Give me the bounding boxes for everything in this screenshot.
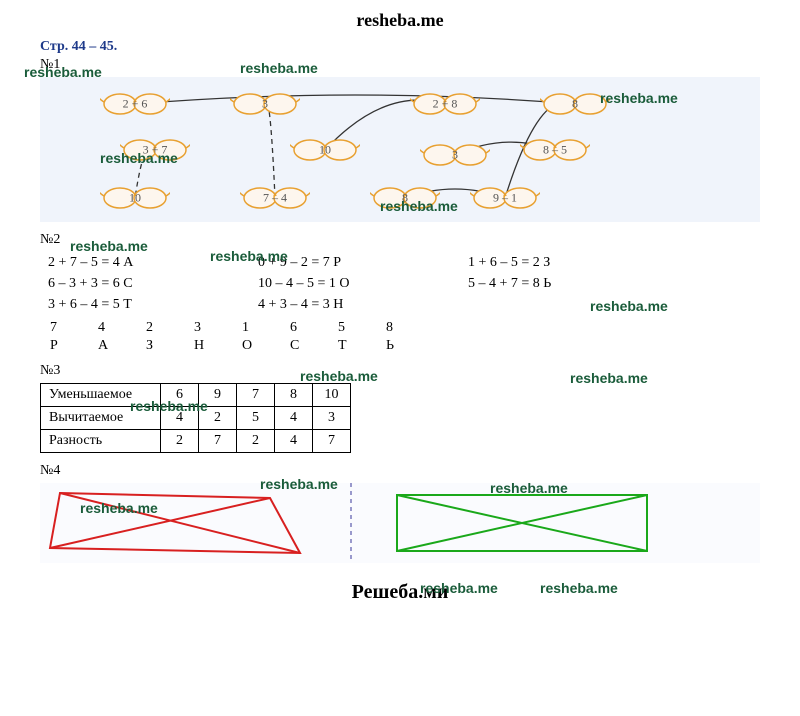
equation: 6 – 3 + 3 = 6 С [48,273,188,294]
equation [468,294,608,315]
table-cell: 2 [161,430,199,453]
glasses-label: 2 + 6 [123,97,148,112]
glasses-item: 8 [370,185,440,211]
page-title: Стр. 44 – 45. [40,39,760,55]
section-4-label: №4 [40,463,760,479]
table-row: Разность27247 [41,430,351,453]
glasses-item: 10 [290,137,360,163]
table-row: Уменьшаемое697810 [41,384,351,407]
table-cell: 6 [161,384,199,407]
glasses-item: 10 [100,185,170,211]
glasses-label: 8 [572,97,578,112]
shapes-row [40,483,760,563]
glasses-label: 3 [262,97,268,112]
glasses-label: 7 – 4 [263,191,287,206]
site-footer: Решеба.ми [40,581,760,604]
row-label: Вычитаемое [41,407,161,430]
table-cell: 2 [199,407,237,430]
shape-divider [350,483,352,563]
table-cell: 2 [237,430,275,453]
row-label: Разность [41,430,161,453]
section-3-content: Уменьшаемое697810Вычитаемое42543Разность… [40,383,760,453]
table-cell: 7 [199,430,237,453]
glasses-item: 7 – 4 [240,185,310,211]
table-row: Вычитаемое42543 [41,407,351,430]
glasses-label: 10 [319,143,331,158]
result-col: 4А [98,319,110,355]
result-col: 1О [242,319,254,355]
result-col: 6С [290,319,302,355]
section-3-label: №3 [40,363,760,379]
table-cell: 4 [275,407,313,430]
glasses-item: 3 [230,91,300,117]
glasses-item: 2 + 6 [100,91,170,117]
section-2-content: 2 + 7 – 5 = 4 А 0 + 9 – 2 = 7 Р 1 + 6 – 5 … [40,252,760,355]
glasses-area: 2 + 6 3 2 + 8 8 3 + 7 10 3 [40,77,760,222]
table-cell: 4 [161,407,199,430]
result-col: 8Ь [386,319,398,355]
equation: 2 + 7 – 5 = 4 А [48,252,188,273]
shape-rectangle [382,483,662,563]
glasses-label: 2 + 8 [433,97,458,112]
equation: 4 + 3 – 4 = 3 Н [258,294,398,315]
table-cell: 10 [313,384,351,407]
result-col: 3Н [194,319,206,355]
table-cell: 4 [275,430,313,453]
site-header: resheba.me [40,10,760,31]
glasses-item: 9 – 1 [470,185,540,211]
table-cell: 8 [275,384,313,407]
table-cell: 3 [313,407,351,430]
row-label: Уменьшаемое [41,384,161,407]
equation: 3 + 6 – 4 = 5 Т [48,294,188,315]
glasses-label: 8 – 5 [543,143,567,158]
glasses-item: 3 [420,142,490,168]
glasses-item: 3 + 7 [120,137,190,163]
result-grid: 7Р 4А 2З 3Н 1О 6С 5Т 8Ь [48,319,760,355]
result-col: 7Р [50,319,62,355]
equation: 0 + 9 – 2 = 7 Р [258,252,398,273]
equation: 10 – 4 – 5 = 1 О [258,273,398,294]
glasses-item: 8 [540,91,610,117]
result-col: 2З [146,319,158,355]
glasses-label: 9 – 1 [493,191,517,206]
glasses-item: 8 – 5 [520,137,590,163]
glasses-item: 2 + 8 [410,91,480,117]
equation: 1 + 6 – 5 = 2 З [468,252,608,273]
table-cell: 9 [199,384,237,407]
shape-quadrilateral [40,483,320,563]
glasses-label: 10 [129,191,141,206]
glasses-label: 3 + 7 [143,143,168,158]
table-cell: 5 [237,407,275,430]
glasses-label: 3 [452,148,458,163]
section-1-label: №1 [40,57,760,73]
section-2-label: №2 [40,232,760,248]
result-col: 5Т [338,319,350,355]
subtraction-table: Уменьшаемое697810Вычитаемое42543Разность… [40,383,351,453]
equation: 5 – 4 + 7 = 8 Ь [468,273,608,294]
section-4-content [40,483,760,563]
table-cell: 7 [237,384,275,407]
glasses-label: 8 [402,191,408,206]
table-cell: 7 [313,430,351,453]
